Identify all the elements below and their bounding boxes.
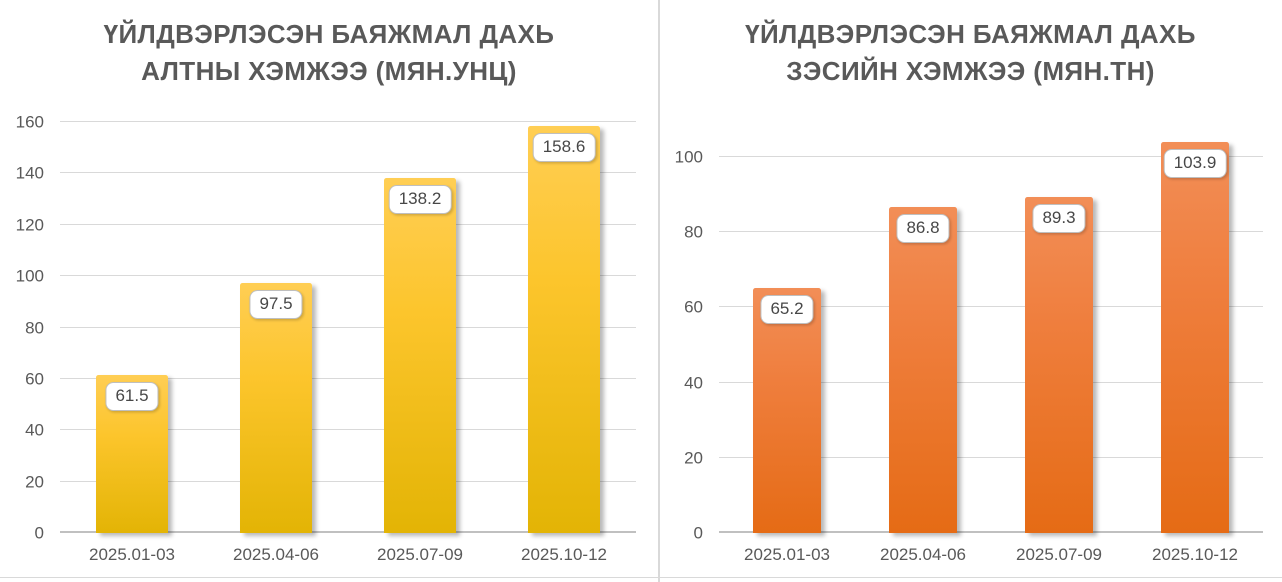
y-axis-tick-label: 20 [25,472,44,492]
data-label: 89.3 [1032,204,1086,234]
y-axis-tick-label: 40 [25,420,44,440]
y-axis-tick-label: 100 [15,266,44,286]
bar-2025.07-09: 138.2 [384,178,456,533]
gridline [719,306,1263,308]
bar-2025.01-03: 65.2 [753,287,821,533]
bar-2025.04-06: 97.5 [240,282,312,533]
data-label: 97.5 [249,289,303,319]
bar-2025.10-12: 158.6 [528,125,600,533]
gold-concentrate-chart: ҮЙЛДВЭРЛЭСЭН БАЯЖМАЛ ДАХЬ АЛТНЫ ХЭМЖЭЭ (… [8,16,650,564]
gold-chart-title-line1: ҮЙЛДВЭРЛЭСЭН БАЯЖМАЛ ДАХЬ [103,19,555,49]
y-axis-tick-label: 0 [34,523,44,543]
gridline [719,156,1263,157]
gridline [60,275,636,277]
x-axis-category-label: 2025.07-09 [376,545,464,564]
copper-plot-area: 0 20 40 60 80 100 2025.01-03 65.2 2025.04-06 86.8… [675,142,1263,564]
y-axis-tick-label: 40 [684,373,703,393]
gridline [719,231,1263,233]
data-label: 86.8 [896,213,950,243]
gridline [60,326,636,328]
bar-2025.07-09: 89.3 [1025,197,1093,533]
gold-chart-title: ҮЙЛДВЭРЛЭСЭН БАЯЖМАЛ ДАХЬ АЛТНЫ ХЭМЖЭЭ (… [8,16,650,90]
data-label: 103.9 [1163,149,1227,179]
bar-2025.10-12: 103.9 [1161,142,1229,533]
gold-plot-area: 0 20 40 60 80 100 120 140 160 2025.01-03 61.5 2025.… [16,114,636,564]
y-axis-tick-label: 120 [15,215,44,235]
gridline [60,377,636,379]
gridline [60,121,636,122]
x-axis-category-label: 2025.10-12 [1151,545,1239,564]
gridline [719,456,1263,458]
copper-chart-title-line1: ҮЙЛДВЭРЛЭСЭН БАЯЖМАЛ ДАХЬ [745,19,1196,49]
data-label: 61.5 [105,382,159,412]
x-axis-category-label: 2025.07-09 [1015,545,1103,564]
panel-divider [658,0,660,582]
x-axis-category-label: 2025.10-12 [520,545,608,564]
gold-chart-title-line2: АЛТНЫ ХЭМЖЭЭ (МЯН.УНЦ) [141,56,517,86]
y-axis-tick-label: 100 [674,147,703,167]
x-axis-category-label: 2025.01-03 [743,545,831,564]
y-axis-tick-label: 140 [15,163,44,183]
gridline [60,223,636,225]
x-axis-category-label: 2025.04-06 [232,545,320,564]
y-axis-tick-label: 0 [693,523,703,543]
y-axis-tick-label: 80 [684,222,703,242]
y-axis-tick-label: 20 [684,448,703,468]
data-label: 65.2 [760,294,814,324]
bar-2025.01-03: 61.5 [96,375,168,533]
data-label: 138.2 [388,185,452,214]
gridline [60,429,636,431]
y-axis-tick-label: 80 [25,318,44,337]
bottom-border [0,577,1282,578]
gridline [60,480,636,482]
y-axis-tick-label: 60 [684,297,703,317]
y-axis-tick-label: 160 [15,112,44,132]
gridline [719,381,1263,383]
bar-2025.04-06: 86.8 [889,206,957,533]
x-axis-category-label: 2025.04-06 [879,545,967,564]
x-axis-category-label: 2025.01-03 [88,545,176,564]
y-axis-tick-label: 60 [25,369,44,389]
x-axis-line [719,531,1263,533]
copper-concentrate-chart: ҮЙЛДВЭРЛЭСЭН БАЯЖМАЛ ДАХЬ ЗЭСИЙН ХЭМЖЭЭ … [659,0,1282,582]
x-axis-line [60,531,636,533]
copper-chart-title: ҮЙЛДВЭРЛЭСЭН БАЯЖМАЛ ДАХЬ ЗЭСИЙН ХЭМЖЭЭ … [667,16,1274,90]
gridline [60,172,636,174]
data-label: 158.6 [532,132,596,162]
copper-chart-title-line2: ЗЭСИЙН ХЭМЖЭЭ (МЯН.ТН) [786,56,1155,86]
